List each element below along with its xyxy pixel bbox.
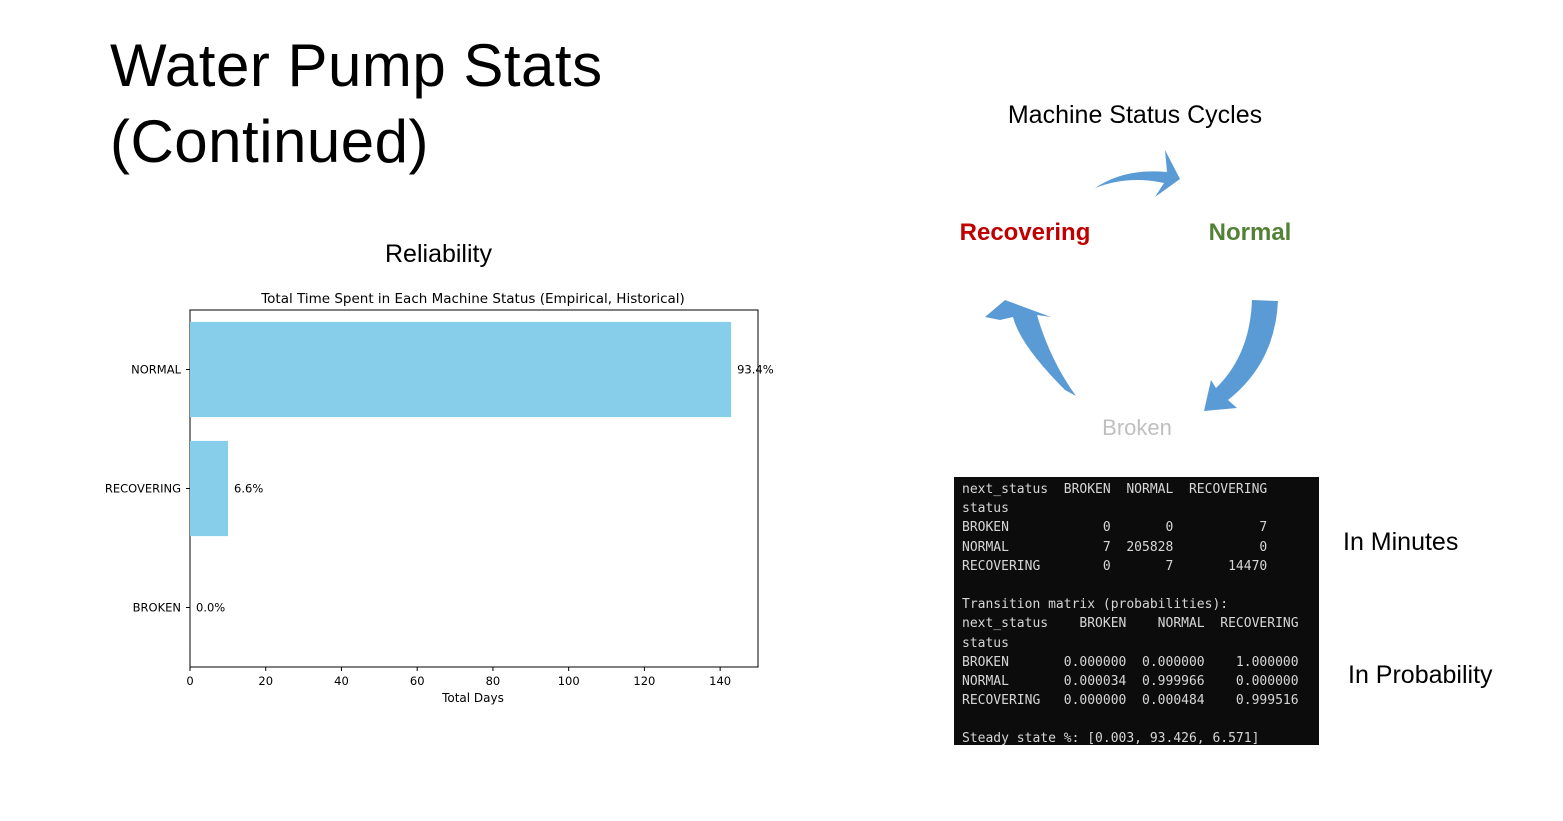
cycle-diagram-title: Machine Status Cycles (1008, 101, 1262, 129)
x-tick-label: 80 (486, 674, 501, 688)
bar-normal (190, 321, 732, 418)
console-line (962, 710, 1319, 729)
arrow-recovering-to-normal (1095, 150, 1180, 197)
bar-recovering (190, 440, 229, 537)
node-recovering: Recovering (960, 219, 1091, 246)
slide-title-line-2: (Continued) (110, 108, 430, 175)
console-line: BROKEN 0.000000 0.000000 1.000000 (962, 654, 1299, 670)
console-line: BROKEN 0 0 7 (962, 520, 1268, 536)
in-minutes-label: In Minutes (1343, 528, 1459, 556)
x-tick-label: 20 (258, 674, 273, 688)
slide-title-line-1: Water Pump Stats (110, 32, 603, 99)
console-line: next_status BROKEN NORMAL RECOVERING (962, 616, 1299, 632)
y-tick-label: NORMAL (131, 363, 181, 377)
console-line: status (962, 501, 1009, 517)
data-label: 0.0% (196, 601, 225, 615)
reliability-bar-chart: Total Time Spent in Each Machine Status … (105, 291, 774, 705)
x-tick-label: 140 (709, 674, 731, 688)
console-line (962, 576, 1319, 595)
reliability-heading: Reliability (385, 240, 492, 268)
console-line: NORMAL 7 205828 0 (962, 539, 1268, 555)
node-broken: Broken (1102, 415, 1172, 440)
x-tick-label: 60 (410, 674, 425, 688)
arrow-broken-to-recovering (985, 300, 1076, 396)
console-line: RECOVERING 0.000000 0.000484 0.999516 (962, 693, 1299, 709)
console-line: NORMAL 0.000034 0.999966 0.000000 (962, 673, 1299, 689)
data-label: 6.6% (234, 482, 263, 496)
chart-plot-area: NORMAL 93.4% RECOVERING 6.6% BROKEN 0.0% 0 20 40… (105, 309, 774, 688)
x-tick-label: 120 (633, 674, 655, 688)
console-output-panel: next_status BROKEN NORMAL RECOVERING sta… (954, 477, 1319, 745)
console-line: Transition matrix (probabilities): (962, 597, 1229, 613)
x-tick-label: 0 (186, 674, 193, 688)
arrow-normal-to-broken (1204, 300, 1278, 411)
console-line: RECOVERING 0 7 14470 (962, 558, 1268, 574)
x-tick-label: 100 (558, 674, 580, 688)
console-line: Steady state %: [0.003, 93.426, 6.571] (962, 731, 1260, 745)
data-label: 93.4% (737, 363, 774, 377)
x-tick-label: 40 (334, 674, 349, 688)
chart-title: Total Time Spent in Each Machine Status … (260, 291, 685, 307)
y-tick-label: BROKEN (133, 601, 181, 615)
slide-title: Water Pump Stats (Continued) (110, 28, 603, 180)
in-probability-label: In Probability (1348, 661, 1493, 689)
chart-x-axis-label: Total Days (441, 691, 504, 705)
console-line: next_status BROKEN NORMAL RECOVERING (962, 482, 1268, 497)
node-normal: Normal (1209, 219, 1292, 246)
machine-status-cycle-diagram: Machine Status Cycles Normal Broken Reco… (960, 101, 1292, 440)
y-tick-label: RECOVERING (105, 482, 181, 496)
console-line: status (962, 635, 1009, 651)
